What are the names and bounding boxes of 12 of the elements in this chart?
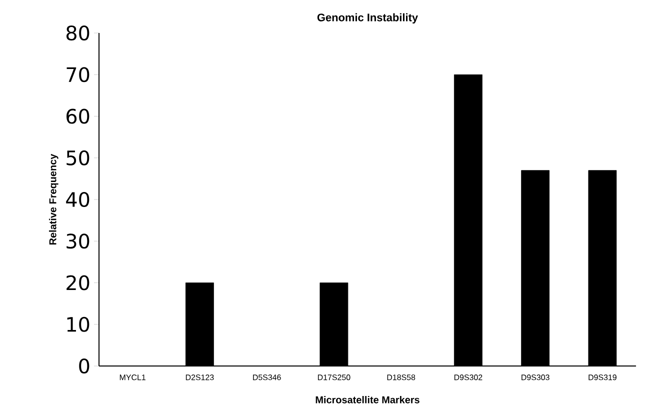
y-tick-label: 50 xyxy=(66,150,90,166)
x-axis-title: Microsatellite Markers xyxy=(316,396,420,404)
y-tick-label: 60 xyxy=(66,108,90,124)
y-tick-label: 10 xyxy=(67,316,90,332)
y-tick-label: 30 xyxy=(66,234,90,249)
y-tick-label: 80 xyxy=(66,25,90,41)
y-tick-label: 40 xyxy=(66,192,90,208)
y-tick-label: 0 xyxy=(79,358,90,374)
y-tick-label: 70 xyxy=(66,67,90,82)
chart-title: Genomic Instability xyxy=(317,13,418,24)
y-axis-title: Relative Frequency xyxy=(49,154,58,245)
y-tick-label: 20 xyxy=(66,275,90,290)
